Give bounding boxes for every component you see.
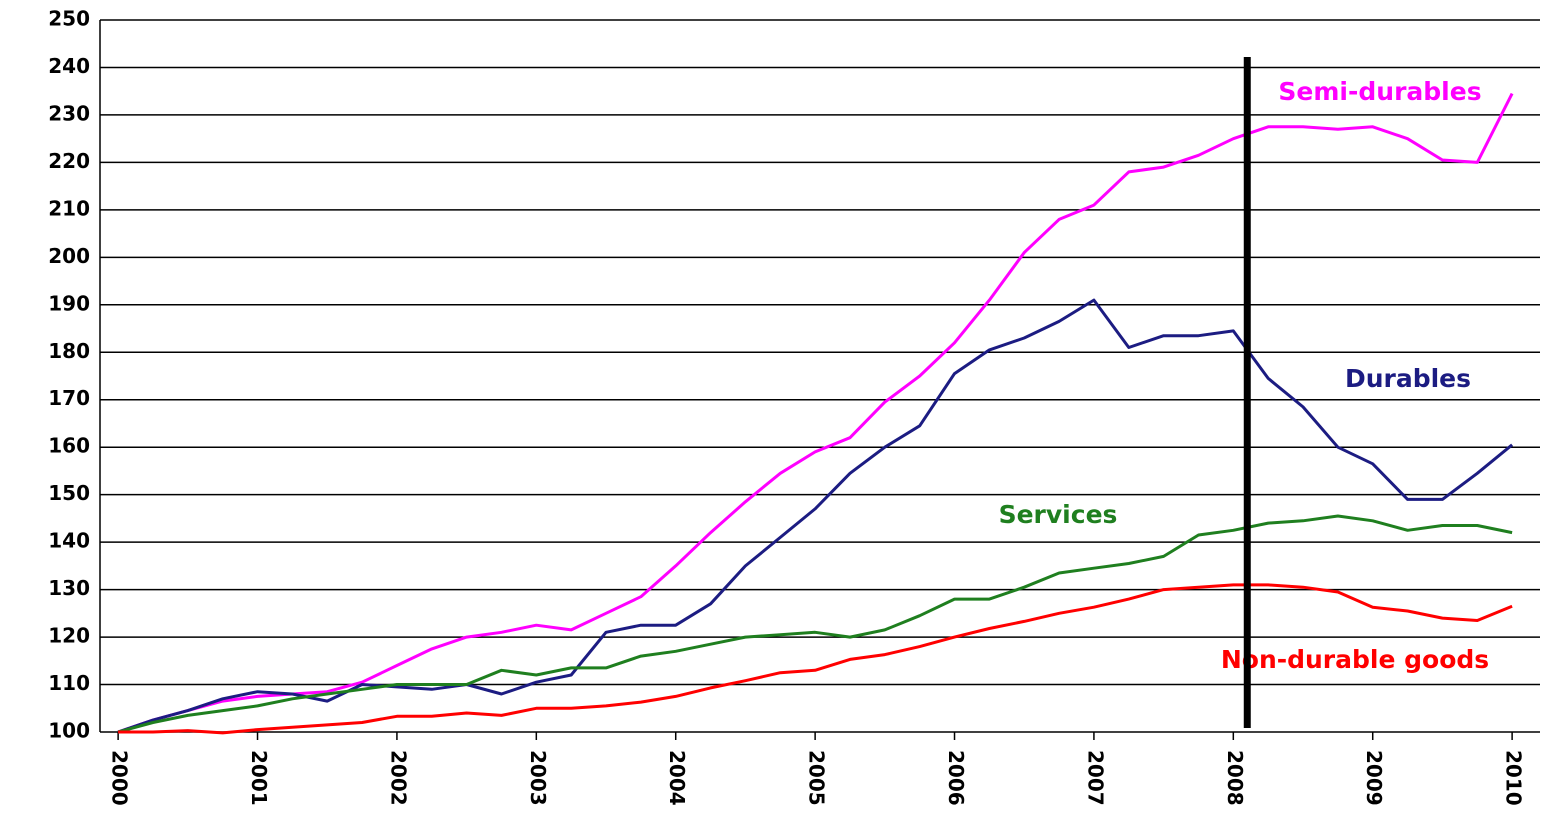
x-tick-label: 2009 <box>1362 750 1386 806</box>
y-tick-label: 160 <box>48 434 90 458</box>
series-label: Services <box>999 500 1118 529</box>
series-line <box>118 583 1513 735</box>
y-tick-label: 120 <box>48 624 90 648</box>
y-tick-label: 110 <box>48 671 90 695</box>
y-tick-label: 210 <box>48 196 90 220</box>
y-tick-label: 220 <box>48 149 90 173</box>
y-tick-label: 240 <box>48 54 90 78</box>
y-tick-label: 230 <box>48 101 90 125</box>
x-tick-label: 2006 <box>944 750 968 806</box>
y-tick-label: 140 <box>48 529 90 553</box>
series-label: Semi-durables <box>1278 77 1481 106</box>
series-label: Non-durable goods <box>1221 645 1489 674</box>
x-tick-label: 2007 <box>1083 750 1107 806</box>
series-label: Durables <box>1345 364 1471 393</box>
x-tick-label: 2001 <box>247 750 271 806</box>
x-tick-label: 2005 <box>805 750 829 806</box>
x-tick-label: 2004 <box>665 750 689 806</box>
x-tick-label: 2010 <box>1502 750 1526 806</box>
y-tick-label: 250 <box>48 7 90 31</box>
y-tick-label: 190 <box>48 291 90 315</box>
x-tick-label: 2008 <box>1223 750 1247 806</box>
y-tick-label: 130 <box>48 576 90 600</box>
y-tick-label: 170 <box>48 386 90 410</box>
series-line <box>117 92 1514 734</box>
series-line <box>117 514 1513 734</box>
y-tick-label: 180 <box>48 339 90 363</box>
x-tick-label: 2003 <box>526 750 550 806</box>
y-tick-label: 100 <box>48 719 90 743</box>
y-tick-label: 200 <box>48 244 90 268</box>
x-tick-label: 2000 <box>108 750 132 806</box>
y-tick-label: 150 <box>48 481 90 505</box>
x-tick-label: 2002 <box>386 750 410 806</box>
